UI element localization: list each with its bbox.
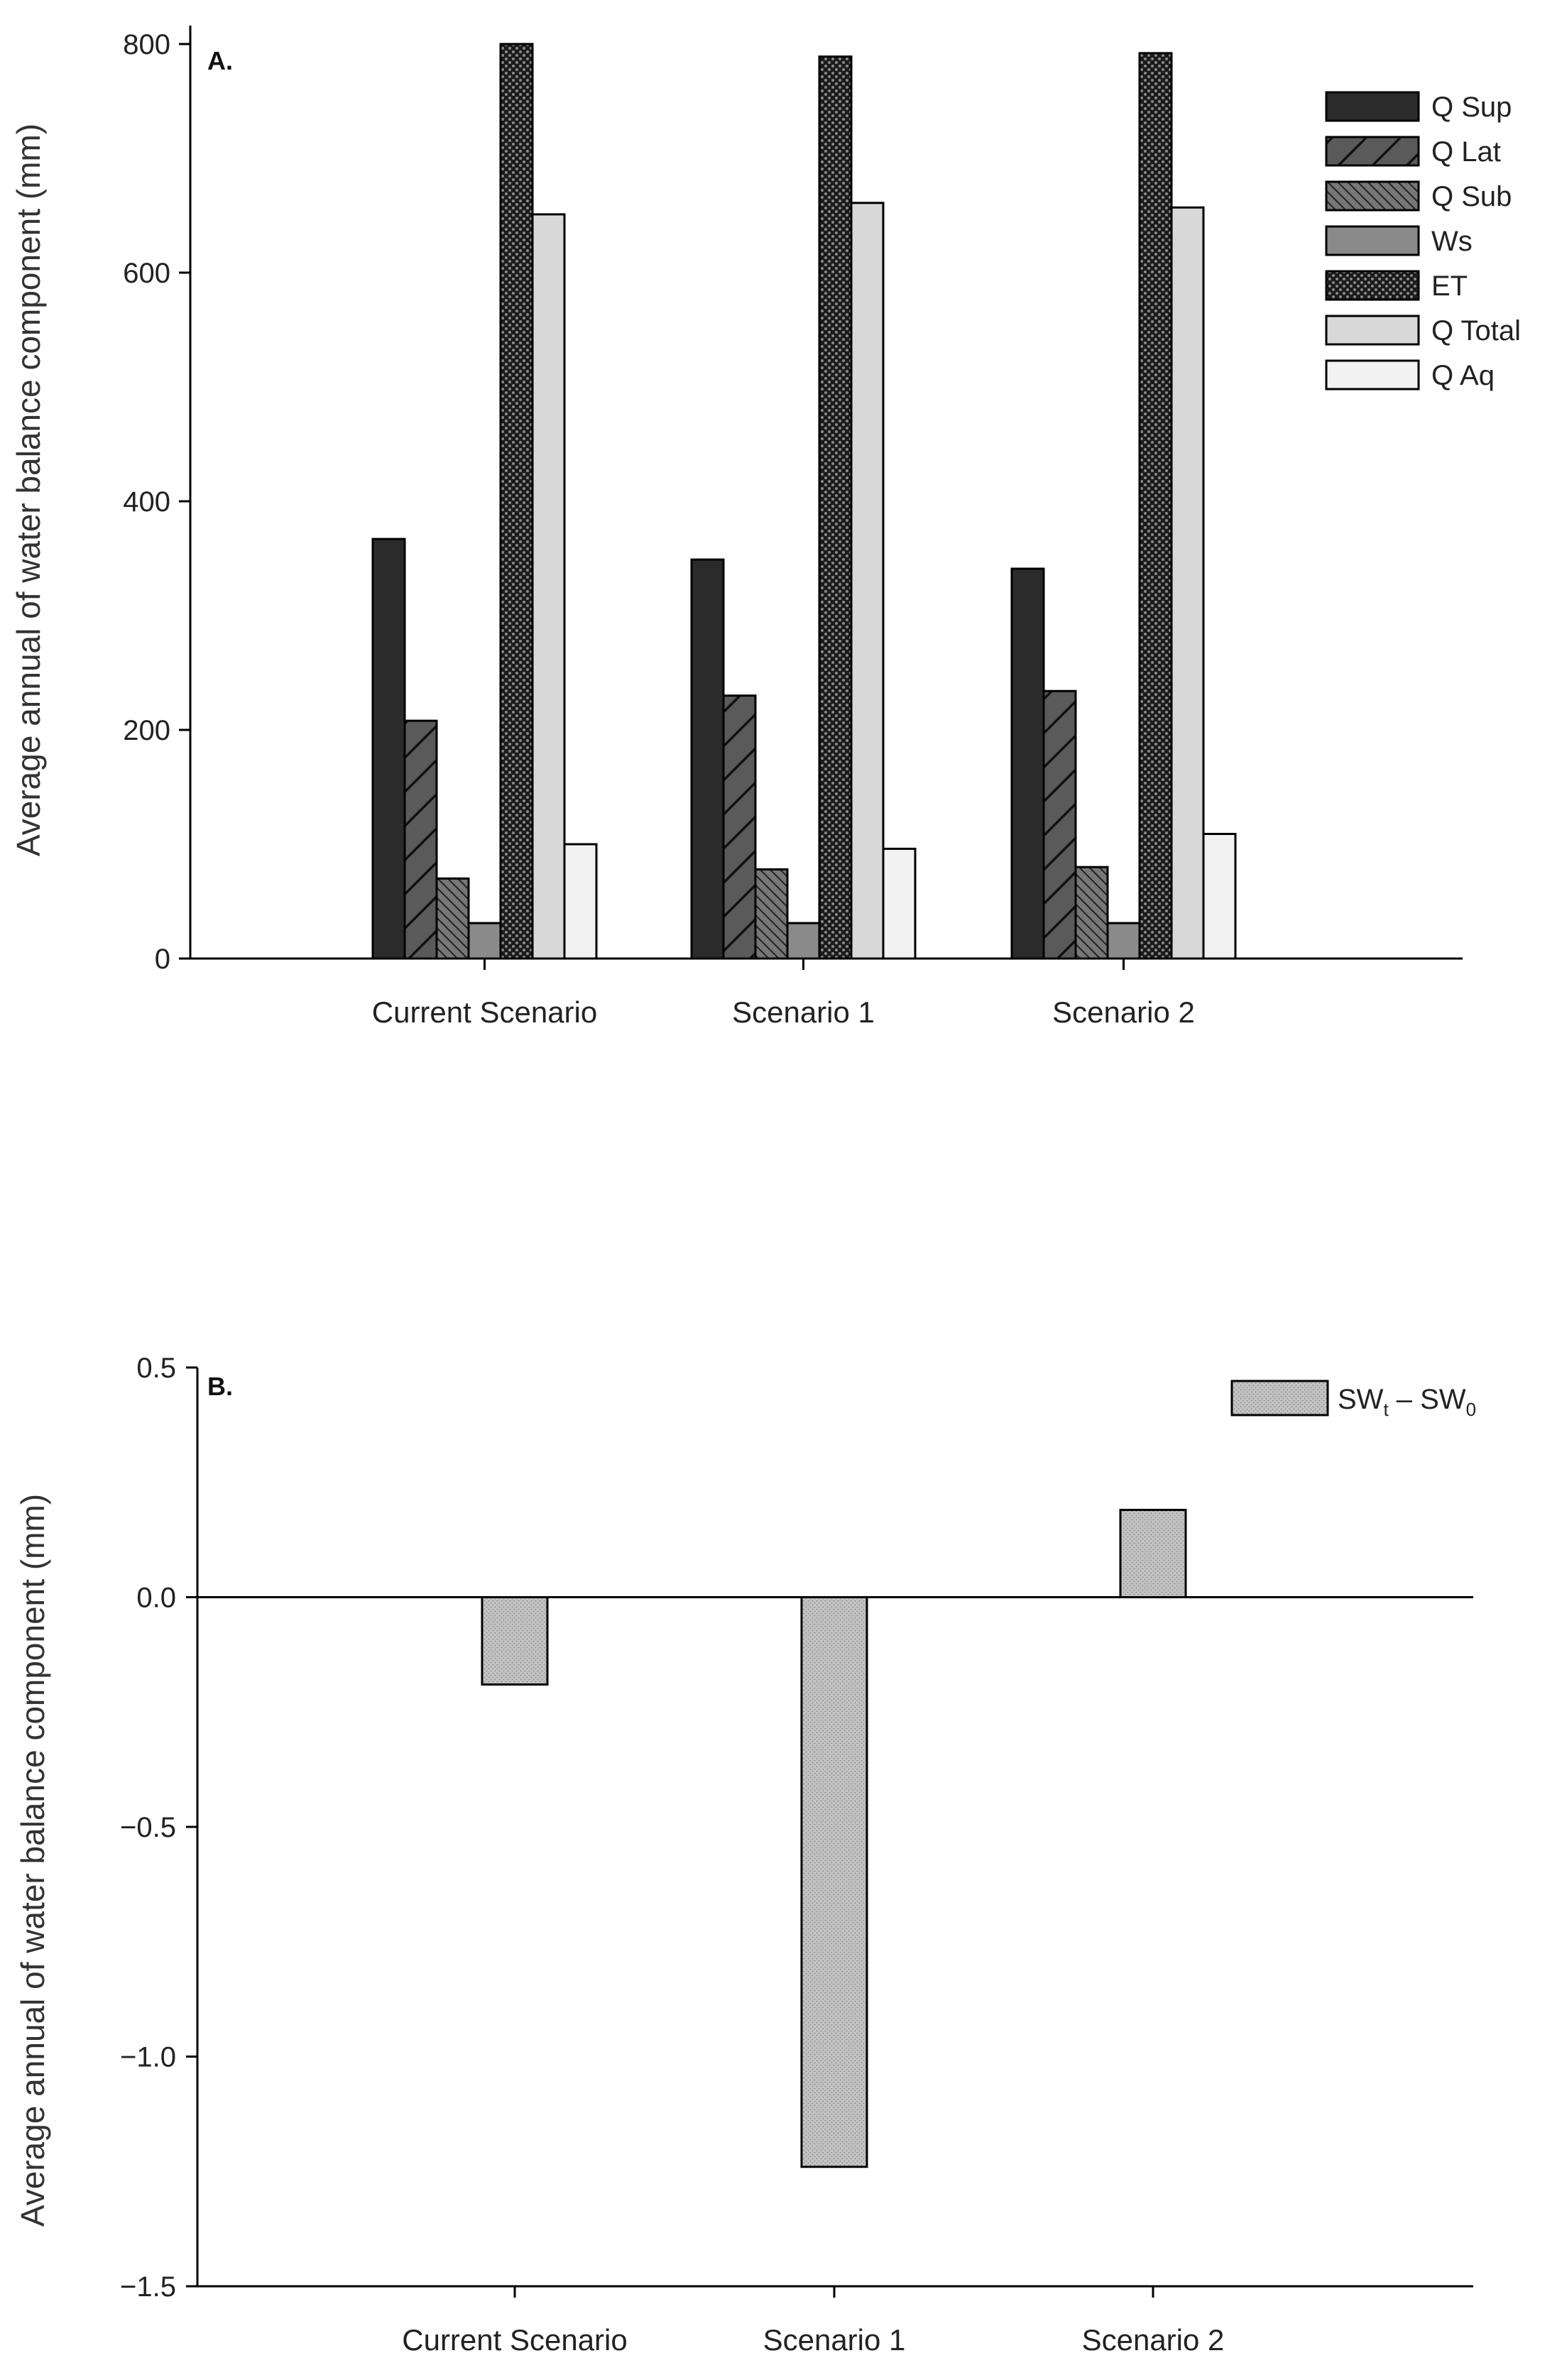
bar-et-scenario-2 (1138, 52, 1173, 960)
panel-b-category-label: Current Scenario (402, 2323, 627, 2357)
legend-swatch-q-aq (1325, 359, 1420, 391)
bar-ws-scenario-1 (786, 922, 821, 960)
panel-a-category-label: Current Scenario (372, 995, 597, 1029)
panel-b-y-axis-title: Average annual of water balance componen… (14, 1494, 51, 2227)
bar-q-aq-scenario-2 (1202, 833, 1237, 960)
bar-q-sup-scenario-2 (1010, 567, 1045, 960)
legend-swatch-ws (1325, 225, 1420, 256)
bar-q-lat-scenario-1 (722, 694, 757, 960)
panel-b-category-labels: Current Scenario Scenario 1 Scenario 2 (402, 2286, 1224, 2357)
panel-a-y-tick-label: 200 (123, 715, 170, 746)
panel-b-y-tick-label: 0.5 (136, 1353, 176, 1384)
bar-q-sup-current-scenario (371, 537, 406, 960)
legend-swatch-q-sub (1325, 180, 1420, 212)
legend-swatch-q-sup (1325, 91, 1420, 122)
bar-q-sub-scenario-2 (1074, 866, 1109, 960)
panel-b-legend: SWt – SW0 (1230, 1380, 1476, 1420)
legend-swatch-et (1325, 270, 1420, 301)
bar-et-current-scenario (499, 43, 534, 960)
panel-b-category-label: Scenario 2 (1082, 2323, 1225, 2357)
legend-label-q-sup: Q Sup (1431, 92, 1512, 123)
bar-q-aq-scenario-1 (882, 847, 917, 960)
legend-label-q-lat: Q Lat (1431, 136, 1501, 168)
panel-b-chart: B. Average annual of water balance compo… (14, 1353, 1476, 2357)
bar-ws-current-scenario (467, 922, 502, 960)
bar-et-scenario-1 (818, 55, 853, 960)
panel-a-y-tick-label: 400 (123, 486, 170, 518)
bar-sw-change-current-scenario (481, 1596, 549, 1686)
panel-b-category-label: Scenario 1 (763, 2323, 906, 2357)
panel-a-y-tick-label: 600 (123, 258, 170, 289)
bar-q-total-scenario-2 (1170, 206, 1205, 960)
panel-a-y-axis-title: Average annual of water balance componen… (10, 124, 47, 856)
legend-label-q-aq: Q Aq (1431, 360, 1495, 391)
bar-q-lat-scenario-2 (1042, 689, 1077, 960)
bar-q-sub-current-scenario (435, 877, 470, 960)
panel-b-bars (481, 1509, 1187, 2168)
legend-label-q-total: Q Total (1431, 315, 1521, 346)
bar-q-lat-current-scenario (403, 719, 438, 960)
bar-sw-change-scenario-2 (1119, 1509, 1187, 1599)
panel-a-y-tick-label: 0 (155, 944, 170, 975)
panel-b-y-ticks: 0.5 0.0 −0.5 −1.0 −1.5 (120, 1353, 197, 2303)
bar-q-total-current-scenario (531, 213, 566, 960)
legend-label-et: ET (1431, 271, 1468, 302)
panel-a-chart: A. Average annual of water balance compo… (10, 26, 1521, 1029)
legend-label-ws: Ws (1431, 226, 1473, 257)
panel-b-y-tick-label: −1.5 (120, 2271, 176, 2303)
panel-a-legend: Q Sup Q Lat Q Sub Ws ET Q Total Q Aq (1325, 91, 1521, 391)
bar-ws-scenario-2 (1106, 922, 1141, 960)
panel-a-y-ticks: 0 200 400 600 800 (123, 29, 190, 975)
bar-q-sub-scenario-1 (754, 868, 789, 960)
bar-q-aq-current-scenario (563, 843, 598, 960)
panel-b-y-tick-label: 0.0 (136, 1583, 176, 1614)
panel-a-axes (189, 26, 1463, 960)
panel-a-category-label: Scenario 2 (1052, 995, 1195, 1029)
panel-a-category-label: Scenario 1 (732, 995, 875, 1029)
legend-swatch-sw-change (1230, 1380, 1329, 1416)
legend-swatch-q-total (1325, 315, 1420, 346)
legend-label-sw-change: SWt – SW0 (1338, 1384, 1476, 1420)
panel-b-axes (196, 1368, 1473, 2288)
panel-a-label: A. (207, 46, 233, 75)
bar-q-total-scenario-1 (850, 202, 885, 960)
panel-a-category-labels: Current Scenario Scenario 1 Scenario 2 (372, 959, 1195, 1029)
legend-swatch-q-lat (1325, 136, 1420, 167)
legend-label-q-sub: Q Sub (1431, 181, 1512, 212)
panel-b-y-tick-label: −1.0 (120, 2042, 176, 2073)
panel-b-label: B. (207, 1372, 233, 1401)
panel-a-y-tick-label: 800 (123, 29, 170, 60)
bar-sw-change-scenario-1 (800, 1596, 868, 2168)
panel-b-y-tick-label: −0.5 (120, 1812, 176, 1843)
bar-q-sup-scenario-1 (690, 558, 725, 960)
panel-a-bars (371, 43, 1237, 960)
